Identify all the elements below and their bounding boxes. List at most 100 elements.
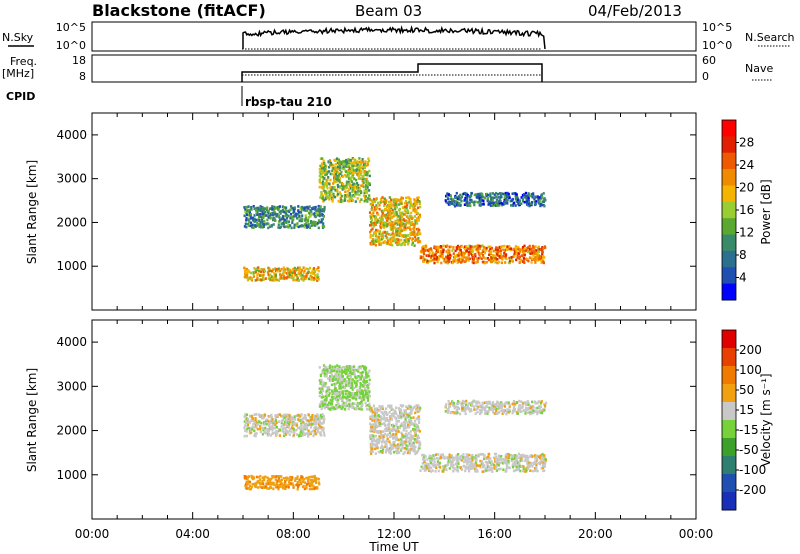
power-cell — [357, 190, 360, 193]
velocity-cell — [364, 387, 367, 390]
power-cell — [366, 173, 369, 177]
velocity-cell — [326, 403, 329, 407]
velocity-cell — [516, 455, 519, 458]
power-cell — [318, 221, 321, 224]
power-cell — [293, 226, 296, 229]
power-cell — [339, 166, 342, 169]
power-cell — [348, 193, 351, 197]
power-cell — [296, 222, 299, 225]
velocity-cell — [468, 457, 472, 461]
power-cell — [500, 261, 503, 265]
velocity-cell — [315, 427, 318, 431]
velocity-cell — [408, 412, 411, 415]
power-cell — [326, 196, 329, 200]
velocity-cell — [243, 420, 246, 423]
velocity-cell — [359, 366, 362, 370]
velocity-cell — [314, 419, 317, 423]
velocity-cell — [347, 373, 350, 376]
velocity-cell — [476, 464, 479, 468]
power-cell — [363, 171, 366, 174]
velocity-cell — [321, 428, 324, 432]
power-cell — [271, 205, 274, 208]
velocity-cell — [261, 480, 264, 483]
velocity-cell — [356, 390, 359, 393]
power-cell — [504, 248, 507, 252]
power-cell — [471, 253, 474, 257]
power-cell — [464, 259, 467, 263]
velocity-cell — [328, 392, 331, 395]
velocity-cell — [341, 375, 344, 378]
xtick-label: 04:00 — [175, 527, 210, 541]
power-cell — [333, 186, 336, 189]
power-colorbar-swatch — [722, 250, 736, 268]
velocity-cell — [294, 477, 297, 480]
velocity-cell — [544, 457, 547, 461]
velocity-cell — [313, 414, 316, 418]
power-colorbar-tick-label: 12 — [739, 226, 754, 240]
power-cell — [503, 196, 506, 199]
velocity-cell — [335, 382, 338, 386]
power-cell — [399, 218, 402, 222]
velocity-cell — [447, 402, 451, 406]
velocity-cell — [380, 435, 383, 439]
power-cell — [472, 261, 475, 265]
velocity-cell — [315, 414, 318, 418]
power-cell — [426, 259, 429, 263]
velocity-cell — [403, 442, 406, 445]
power-cell — [352, 164, 355, 167]
velocity-cell — [473, 456, 476, 460]
velocity-cell — [361, 395, 364, 399]
velocity-cell — [328, 371, 331, 374]
power-ytick-label: 1000 — [56, 259, 87, 273]
velocity-cell — [414, 445, 417, 449]
power-cell — [284, 214, 287, 218]
power-cell — [310, 278, 313, 281]
velocity-cell — [354, 395, 357, 398]
power-cell — [469, 257, 472, 261]
velocity-cell — [534, 469, 537, 473]
velocity-cell — [322, 431, 326, 435]
power-cell — [346, 186, 349, 189]
power-cell — [272, 268, 275, 271]
power-cell — [394, 214, 397, 217]
velocity-cell — [336, 393, 339, 396]
power-cell — [315, 212, 318, 215]
power-cell — [268, 269, 271, 273]
power-cell — [261, 212, 264, 215]
power-cell — [363, 189, 366, 192]
power-cell — [482, 250, 485, 253]
velocity-cell — [448, 405, 452, 408]
power-cell — [304, 209, 308, 212]
power-cell — [445, 200, 448, 204]
velocity-cell — [268, 432, 271, 436]
velocity-cell — [404, 419, 407, 423]
power-colorbar-swatch — [722, 136, 736, 154]
power-cell — [303, 208, 306, 211]
power-cell — [439, 252, 442, 256]
power-cell — [368, 182, 371, 185]
velocity-cell — [483, 457, 486, 460]
velocity-cell — [456, 469, 460, 473]
power-cell — [482, 248, 485, 252]
power-cell — [357, 173, 360, 176]
velocity-cell — [485, 401, 489, 404]
velocity-cell — [367, 395, 370, 398]
velocity-cell — [381, 412, 385, 415]
velocity-cell — [450, 463, 453, 466]
velocity-cell — [455, 408, 459, 412]
power-cell — [530, 247, 533, 251]
velocity-cell — [248, 421, 251, 424]
velocity-cell — [530, 405, 533, 409]
power-cell — [251, 223, 254, 227]
velocity-cell — [445, 403, 448, 406]
power-cell — [326, 195, 329, 198]
nsearch-tick-top: 10^5 — [702, 21, 732, 34]
velocity-cell — [363, 367, 366, 370]
power-cell — [321, 169, 324, 173]
velocity-cell — [360, 373, 363, 376]
power-cell — [263, 269, 267, 273]
velocity-cell — [384, 440, 387, 444]
velocity-cell — [460, 454, 463, 458]
velocity-cell — [288, 429, 292, 432]
velocity-cell — [390, 418, 394, 421]
